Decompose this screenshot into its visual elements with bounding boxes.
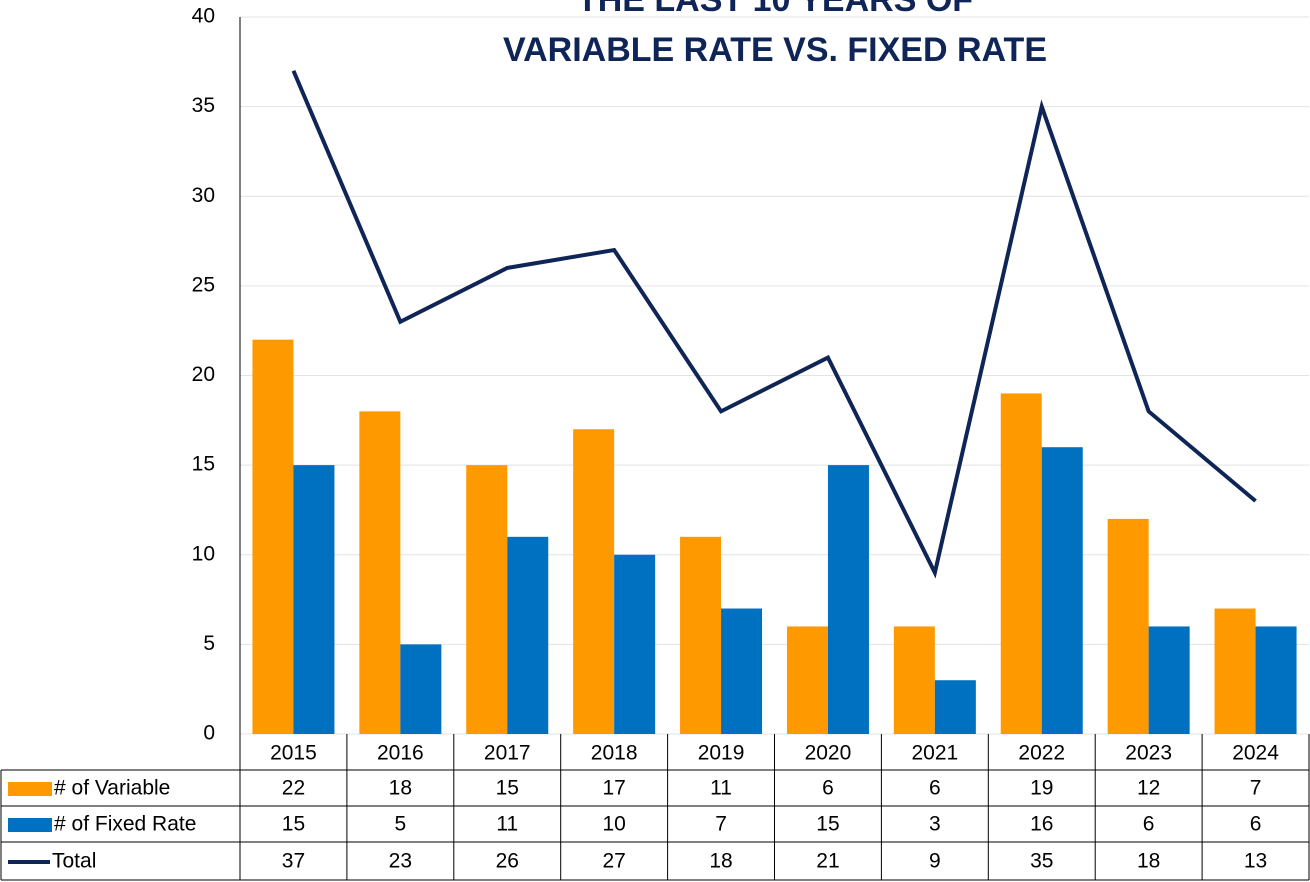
table-value: 22 bbox=[282, 777, 305, 800]
bar bbox=[1000, 393, 1042, 734]
table-value: 27 bbox=[602, 850, 625, 873]
bar bbox=[893, 626, 935, 734]
bar bbox=[786, 626, 828, 734]
x-tick-label: 2024 bbox=[1232, 742, 1279, 765]
table-value: 11 bbox=[710, 777, 732, 800]
x-tick-label: 2021 bbox=[911, 742, 958, 765]
bar bbox=[466, 465, 508, 734]
table-value: 19 bbox=[1030, 777, 1053, 800]
table-value: 23 bbox=[389, 850, 412, 873]
bar bbox=[1148, 626, 1190, 734]
table-value: 18 bbox=[709, 850, 732, 873]
y-tick-label: 10 bbox=[192, 542, 215, 565]
bar bbox=[934, 680, 976, 734]
chart-title: VARIABLE RATE VS. FIXED RATE bbox=[503, 31, 1047, 69]
x-tick-label: 2018 bbox=[591, 742, 638, 765]
bar bbox=[827, 465, 869, 734]
table-value: 6 bbox=[822, 777, 834, 800]
table-value: 9 bbox=[929, 850, 941, 873]
legend-label: # of Variable bbox=[54, 777, 170, 800]
bar bbox=[614, 554, 656, 734]
line bbox=[291, 69, 1257, 579]
x-tick-label: 2016 bbox=[377, 742, 424, 765]
table-value: 18 bbox=[389, 777, 412, 800]
y-tick-label: 20 bbox=[192, 363, 215, 386]
y-tick-label: 15 bbox=[192, 453, 215, 476]
table-value: 35 bbox=[1030, 850, 1053, 873]
y-tick-label: 25 bbox=[192, 273, 215, 296]
bar bbox=[293, 465, 335, 734]
table-value: 3 bbox=[929, 813, 941, 836]
table-value: 15 bbox=[282, 813, 305, 836]
table-value: 18 bbox=[1137, 850, 1160, 873]
table-value: 7 bbox=[1250, 777, 1262, 800]
table-value: 10 bbox=[602, 813, 625, 836]
bar bbox=[1255, 626, 1297, 734]
y-tick-label: 40 bbox=[192, 5, 215, 28]
table-value: 15 bbox=[816, 813, 839, 836]
legend-label: Total bbox=[52, 850, 96, 873]
table-value: 37 bbox=[282, 850, 305, 873]
table-value: 6 bbox=[929, 777, 941, 800]
bar bbox=[721, 608, 763, 734]
table-value: 6 bbox=[1143, 813, 1155, 836]
x-tick-label: 2017 bbox=[484, 742, 531, 765]
table-value: 17 bbox=[602, 777, 625, 800]
bar bbox=[573, 429, 615, 734]
bar bbox=[1107, 518, 1149, 734]
bar bbox=[1041, 447, 1083, 734]
table-value: 12 bbox=[1137, 777, 1160, 800]
chart-title: THE LAST 10 YEARS OF bbox=[577, 0, 973, 19]
table-value: 13 bbox=[1244, 850, 1267, 873]
y-tick-label: 0 bbox=[203, 722, 215, 745]
x-tick-label: 2022 bbox=[1018, 742, 1065, 765]
table-value: 26 bbox=[496, 850, 519, 873]
legend-label: # of Fixed Rate bbox=[54, 813, 196, 836]
bar bbox=[359, 411, 401, 734]
x-tick-label: 2023 bbox=[1125, 742, 1172, 765]
bar bbox=[400, 644, 442, 734]
table-value: 15 bbox=[496, 777, 519, 800]
bar bbox=[1214, 608, 1256, 734]
bar bbox=[507, 536, 549, 734]
table-value: 21 bbox=[816, 850, 839, 873]
legend-swatch bbox=[8, 782, 52, 796]
bar bbox=[252, 339, 294, 734]
table-value: 11 bbox=[496, 813, 518, 836]
table-value: 7 bbox=[715, 813, 727, 836]
table-value: 16 bbox=[1030, 813, 1053, 836]
legend-swatch bbox=[8, 818, 52, 832]
x-tick-label: 2019 bbox=[698, 742, 745, 765]
y-tick-label: 30 bbox=[192, 184, 215, 207]
x-tick-label: 2020 bbox=[805, 742, 852, 765]
table-value: 6 bbox=[1250, 813, 1262, 836]
x-tick-label: 2015 bbox=[270, 742, 317, 765]
y-tick-label: 5 bbox=[203, 632, 215, 655]
table-value: 5 bbox=[395, 813, 407, 836]
y-tick-label: 35 bbox=[192, 94, 215, 117]
bar bbox=[680, 536, 722, 734]
